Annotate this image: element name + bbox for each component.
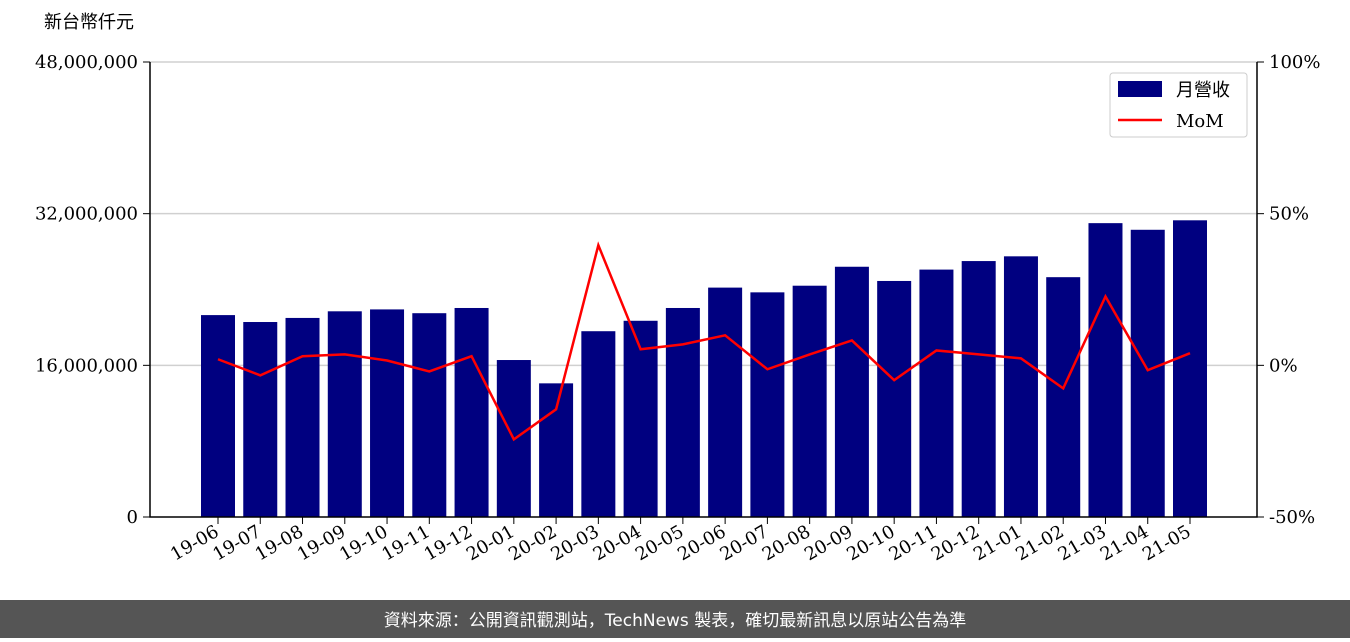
bar <box>327 311 362 517</box>
x-tick-label: 21-05 <box>1139 521 1194 565</box>
bar <box>201 315 235 517</box>
y2-tick-label: 50% <box>1269 204 1309 225</box>
bar <box>1088 223 1123 518</box>
bar <box>581 331 616 517</box>
bar <box>454 307 489 517</box>
bar <box>1046 277 1081 517</box>
bar <box>1003 256 1038 517</box>
bar <box>919 269 954 517</box>
line <box>217 241 1191 442</box>
y-tick-label: 0 <box>127 507 138 528</box>
legend-swatch <box>1118 81 1162 97</box>
bar <box>412 313 447 517</box>
bar <box>285 317 320 517</box>
bar <box>623 320 658 517</box>
y2-tick-label: 0% <box>1269 355 1298 376</box>
y-tick-label: 48,000,000 <box>35 52 138 73</box>
bar <box>243 322 278 517</box>
y-unit-label: 新台幣仟元 <box>44 12 134 33</box>
bar <box>1173 220 1207 518</box>
legend-label: 月營收 <box>1176 80 1230 101</box>
bar <box>834 266 869 517</box>
footer-bar <box>0 600 1350 638</box>
axes-frame <box>149 62 1258 518</box>
bar <box>750 292 785 517</box>
bar <box>708 287 743 517</box>
bar <box>370 309 405 517</box>
y-tick-label: 32,000,000 <box>35 204 138 225</box>
bar <box>665 307 700 517</box>
legend-label: MoM <box>1176 111 1224 132</box>
source-note: 資料來源：公開資訊觀測站，TechNews 製表，確切最新訊息以原站公告為準 <box>384 611 966 631</box>
bar <box>961 261 996 517</box>
y-tick-label: 16,000,000 <box>35 355 138 376</box>
y2-tick-label: -50% <box>1269 507 1315 528</box>
bar <box>1130 229 1165 517</box>
y2-tick-label: 100% <box>1269 52 1320 73</box>
bar <box>792 285 827 517</box>
bar <box>539 383 574 517</box>
bar <box>877 280 912 517</box>
